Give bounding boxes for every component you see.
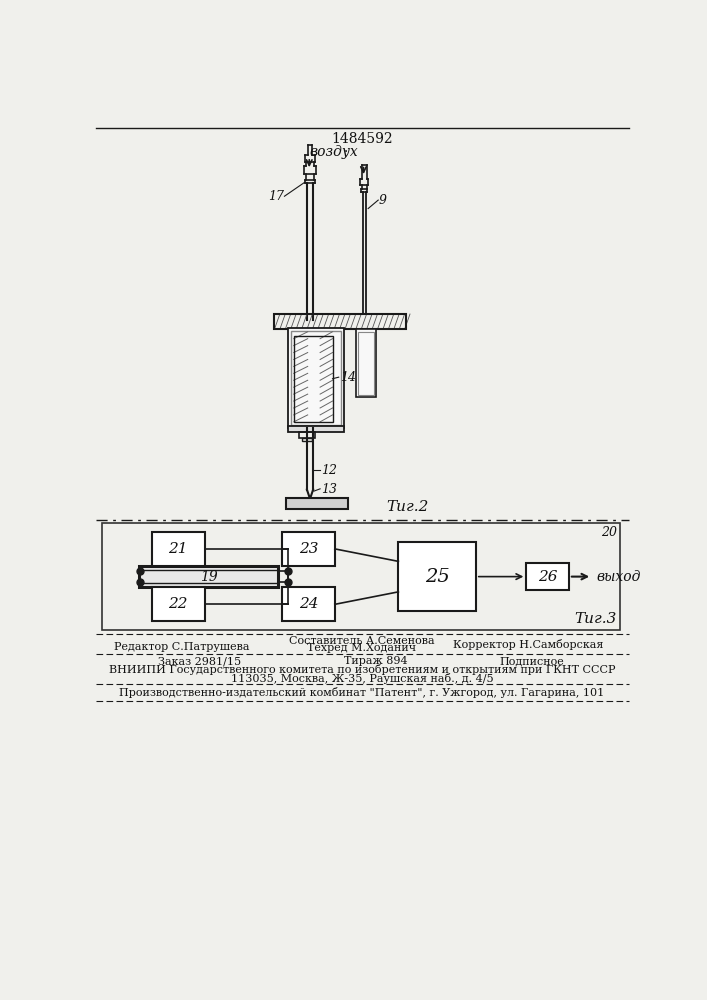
Bar [358,332,373,395]
Bar [288,426,344,432]
Text: Τиг.3: Τиг.3 [575,612,617,626]
Text: 19: 19 [199,570,217,584]
Text: ВНИИПИ Государственного комитета по изобретениям и открытиям при ГКНТ СССР: ВНИИПИ Государственного комитета по изоб… [109,664,615,675]
Text: 26: 26 [538,570,557,584]
Text: 22: 22 [168,597,188,611]
Bar [152,587,204,621]
Bar [303,438,312,441]
Bar [398,542,476,611]
Text: Производственно-издательский комбинат "Патент", г. Ужгород, ул. Гагарина, 101: Производственно-издательский комбинат "П… [119,687,604,698]
Text: 13: 13 [321,483,337,496]
Bar [293,336,332,422]
Bar [356,329,376,397]
Text: Редактор С.Патрушева: Редактор С.Патрушева [114,642,249,652]
Text: 113035, Москва, Ж-35, Раушская наб., д. 4/5: 113035, Москва, Ж-35, Раушская наб., д. … [230,673,493,684]
Text: Тираж 894: Тираж 894 [344,656,408,666]
Text: 12: 12 [321,464,337,477]
Text: Корректор Н.Самборская: Корректор Н.Самборская [453,639,604,650]
Text: 9: 9 [379,194,387,207]
Text: 25: 25 [425,568,450,586]
Bar [526,563,569,590]
Text: Заказ 2981/15: Заказ 2981/15 [158,656,241,666]
Bar [139,566,279,587]
Text: 1484592: 1484592 [331,132,393,146]
Text: Подписное: Подписное [499,656,564,666]
Text: ·: · [344,145,349,159]
Text: Техред М.Ходанич: Техред М.Ходанич [308,643,416,653]
Bar [288,328,344,428]
Text: 21: 21 [168,542,188,556]
Text: 14: 14 [340,371,356,384]
Text: 24: 24 [299,597,318,611]
Bar [282,587,335,621]
Bar [291,331,341,425]
Text: 17: 17 [268,190,284,204]
Text: Составитель А.Семенова: Составитель А.Семенова [289,636,435,646]
Text: выход: выход [596,570,641,584]
Bar [152,532,204,566]
Text: 20: 20 [601,526,617,539]
Bar [286,498,348,509]
Bar [282,532,335,566]
Bar [103,523,620,630]
Text: воздух: воздух [309,145,358,159]
Text: 23: 23 [299,542,318,556]
Bar [274,314,406,329]
Text: Τиг.2: Τиг.2 [387,500,429,514]
Bar [299,432,315,438]
